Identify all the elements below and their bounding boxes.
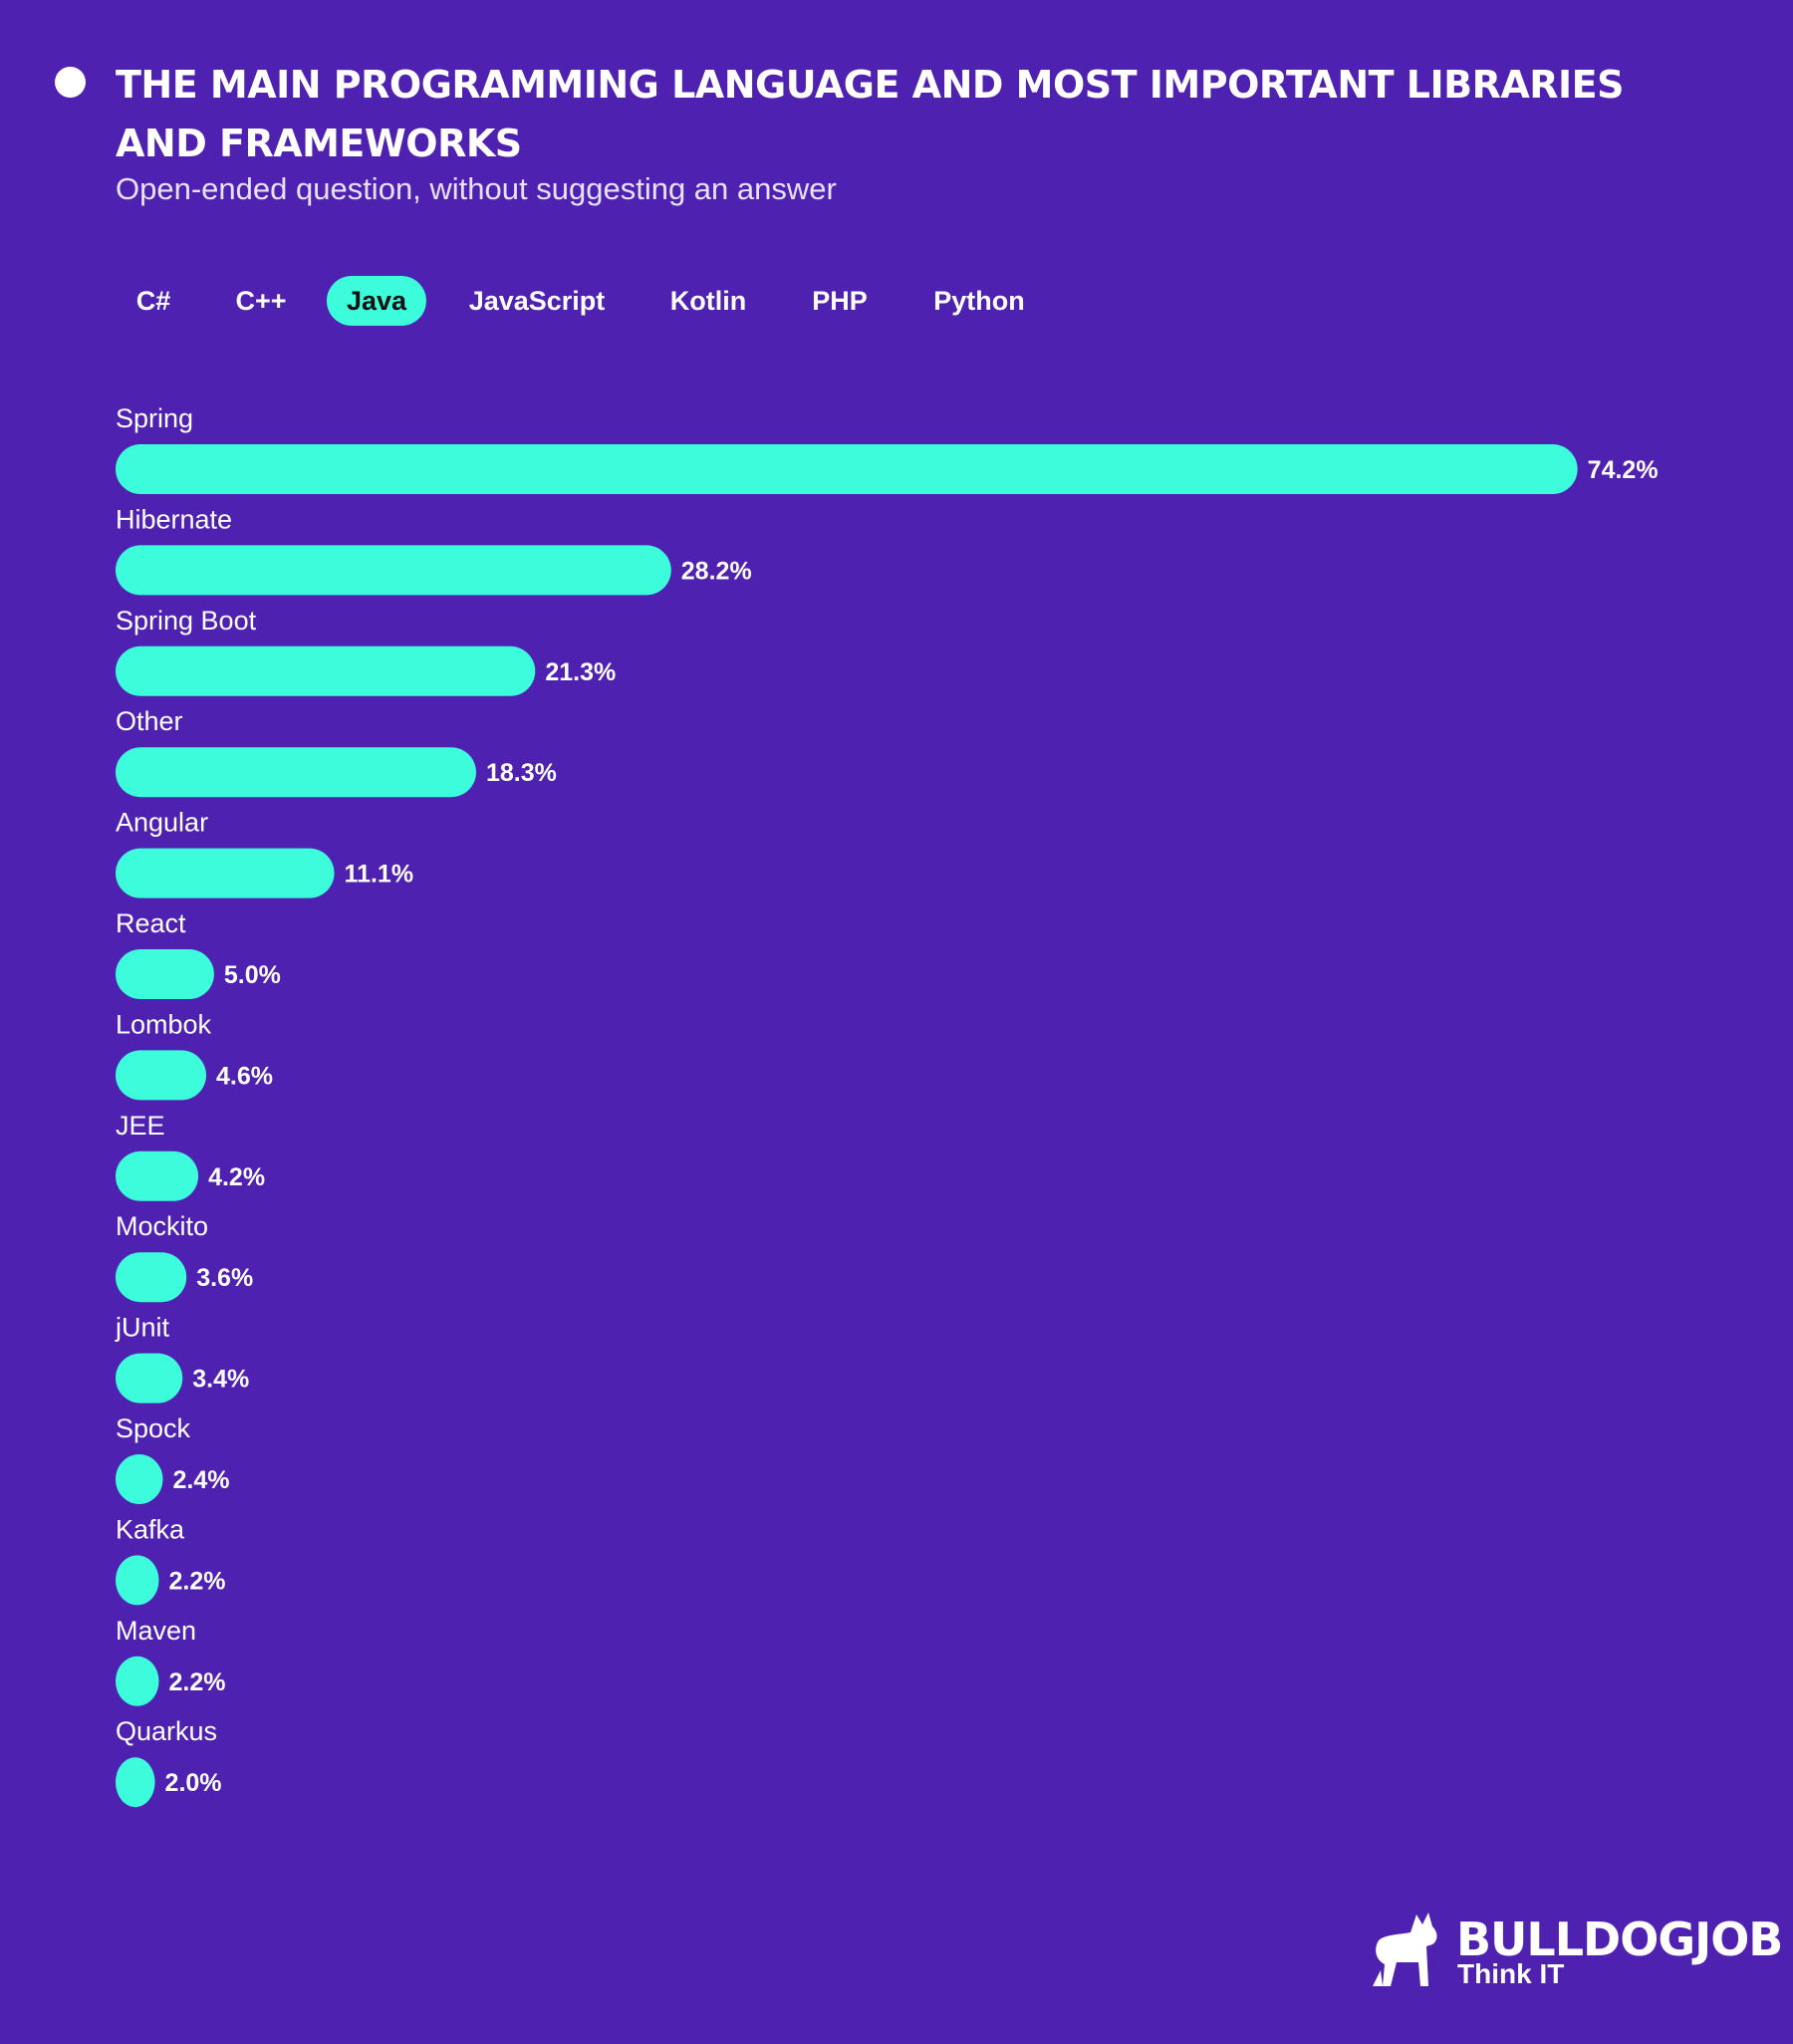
bar <box>116 747 476 798</box>
logo-icon <box>1373 1913 1437 1986</box>
tab-bar: C# C++ Java JavaScript Kotlin PHP Python <box>0 276 1793 326</box>
logo-name: BULLDOGJOB <box>1456 1913 1783 1966</box>
value-label: 2.4% <box>172 1466 229 1494</box>
category-label: React <box>116 908 186 938</box>
bar <box>116 949 214 999</box>
bar <box>116 1656 159 1706</box>
value-label: 74.2% <box>1588 456 1659 484</box>
title: THE MAIN PROGRAMMING LANGUAGE AND MOST I… <box>116 63 1625 165</box>
bar <box>116 1353 183 1404</box>
bar <box>116 1757 155 1808</box>
bar <box>116 1050 206 1101</box>
category-label: Lombok <box>116 1009 212 1039</box>
category-label: Maven <box>116 1616 196 1646</box>
value-label: 2.2% <box>169 1668 226 1696</box>
bar <box>116 1454 163 1504</box>
category-label: Spring Boot <box>116 606 257 636</box>
category-label: Angular <box>116 808 208 838</box>
logo-tagline: Think IT <box>1457 1958 1565 1989</box>
category-label: Hibernate <box>116 504 232 534</box>
category-label: jUnit <box>115 1313 170 1343</box>
tab[interactable]: Python <box>933 286 1025 316</box>
value-label: 18.3% <box>486 759 557 787</box>
value-label: 21.3% <box>545 658 616 686</box>
tab-active[interactable]: Java <box>326 276 427 326</box>
value-label: 4.6% <box>216 1062 273 1090</box>
tab[interactable]: JavaScript <box>468 286 606 316</box>
bar <box>116 1252 187 1303</box>
value-label: 4.2% <box>208 1163 265 1191</box>
bar <box>116 1150 199 1201</box>
bar <box>116 444 1578 494</box>
category-label: Spock <box>116 1413 191 1443</box>
bar <box>116 545 671 596</box>
value-label: 2.0% <box>165 1769 222 1797</box>
subtitle: Open-ended question, without suggesting … <box>116 171 837 206</box>
bullet <box>55 67 86 98</box>
tab[interactable]: C# <box>135 286 171 316</box>
value-label: 11.1% <box>345 861 414 889</box>
category-label: Mockito <box>116 1211 208 1241</box>
tab[interactable]: C++ <box>235 286 287 316</box>
category-label: Kafka <box>116 1514 185 1544</box>
value-label: 3.4% <box>192 1366 249 1394</box>
category-label: Other <box>116 706 183 736</box>
bar <box>116 1555 159 1606</box>
value-label: 3.6% <box>196 1264 253 1292</box>
chart: Spring 74.2% Hibernate 28.2% Spring Boot 21.3… <box>115 403 1659 1808</box>
tab[interactable]: Kotlin <box>669 286 747 316</box>
value-label: 5.0% <box>224 961 281 989</box>
category-label: Spring <box>116 403 193 433</box>
value-label: 2.2% <box>169 1567 226 1595</box>
tab[interactable]: PHP <box>812 286 868 316</box>
category-label: Quarkus <box>116 1716 217 1746</box>
value-label: 28.2% <box>681 557 752 585</box>
bar <box>116 848 335 898</box>
category-label: JEE <box>116 1111 165 1141</box>
bar <box>116 645 536 696</box>
